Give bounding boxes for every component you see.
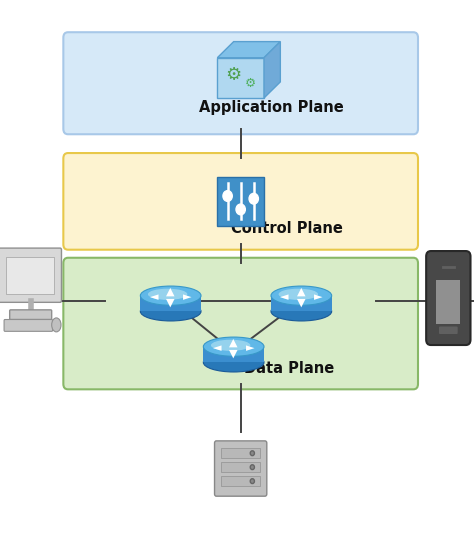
Circle shape <box>249 193 258 204</box>
Text: ▼: ▼ <box>229 349 238 359</box>
Text: ◄: ◄ <box>213 343 221 353</box>
FancyBboxPatch shape <box>218 58 264 98</box>
Text: Control Plane: Control Plane <box>231 221 343 236</box>
Polygon shape <box>218 42 280 58</box>
Ellipse shape <box>140 286 201 305</box>
Text: ▲: ▲ <box>297 287 306 297</box>
Text: ►: ► <box>314 292 322 302</box>
Text: ▲: ▲ <box>229 338 238 348</box>
Circle shape <box>250 465 255 469</box>
Polygon shape <box>264 42 280 98</box>
Text: ◄: ◄ <box>150 292 158 302</box>
Text: Data Plane: Data Plane <box>244 361 334 376</box>
FancyBboxPatch shape <box>6 257 54 294</box>
Ellipse shape <box>140 302 201 321</box>
FancyBboxPatch shape <box>218 177 264 226</box>
FancyBboxPatch shape <box>221 462 260 472</box>
Text: ►: ► <box>183 292 191 302</box>
FancyBboxPatch shape <box>203 347 264 362</box>
FancyBboxPatch shape <box>64 153 418 250</box>
FancyBboxPatch shape <box>215 441 267 496</box>
Text: ⚙: ⚙ <box>226 66 242 84</box>
Ellipse shape <box>203 353 264 372</box>
FancyBboxPatch shape <box>140 296 201 311</box>
FancyBboxPatch shape <box>439 326 458 334</box>
Ellipse shape <box>52 318 61 332</box>
Ellipse shape <box>148 289 187 300</box>
FancyBboxPatch shape <box>221 448 260 458</box>
Text: ▲: ▲ <box>166 287 175 297</box>
Circle shape <box>250 479 255 483</box>
FancyBboxPatch shape <box>0 248 62 302</box>
Circle shape <box>250 451 255 455</box>
Text: ►: ► <box>246 343 255 353</box>
Text: ◄: ◄ <box>281 292 289 302</box>
Text: Application Plane: Application Plane <box>199 100 343 115</box>
Ellipse shape <box>271 302 332 321</box>
Circle shape <box>223 191 232 201</box>
FancyBboxPatch shape <box>64 32 418 134</box>
Text: ▼: ▼ <box>166 297 175 308</box>
FancyBboxPatch shape <box>64 258 418 389</box>
FancyBboxPatch shape <box>4 320 53 331</box>
Text: ⚙: ⚙ <box>245 77 255 90</box>
FancyBboxPatch shape <box>426 251 471 345</box>
Ellipse shape <box>279 289 318 300</box>
Circle shape <box>236 204 246 215</box>
FancyBboxPatch shape <box>9 310 52 320</box>
Text: ▼: ▼ <box>297 297 306 308</box>
Ellipse shape <box>271 286 332 305</box>
Ellipse shape <box>211 340 250 351</box>
Ellipse shape <box>203 337 264 356</box>
FancyBboxPatch shape <box>221 476 260 486</box>
FancyBboxPatch shape <box>436 280 460 324</box>
FancyBboxPatch shape <box>271 296 332 311</box>
